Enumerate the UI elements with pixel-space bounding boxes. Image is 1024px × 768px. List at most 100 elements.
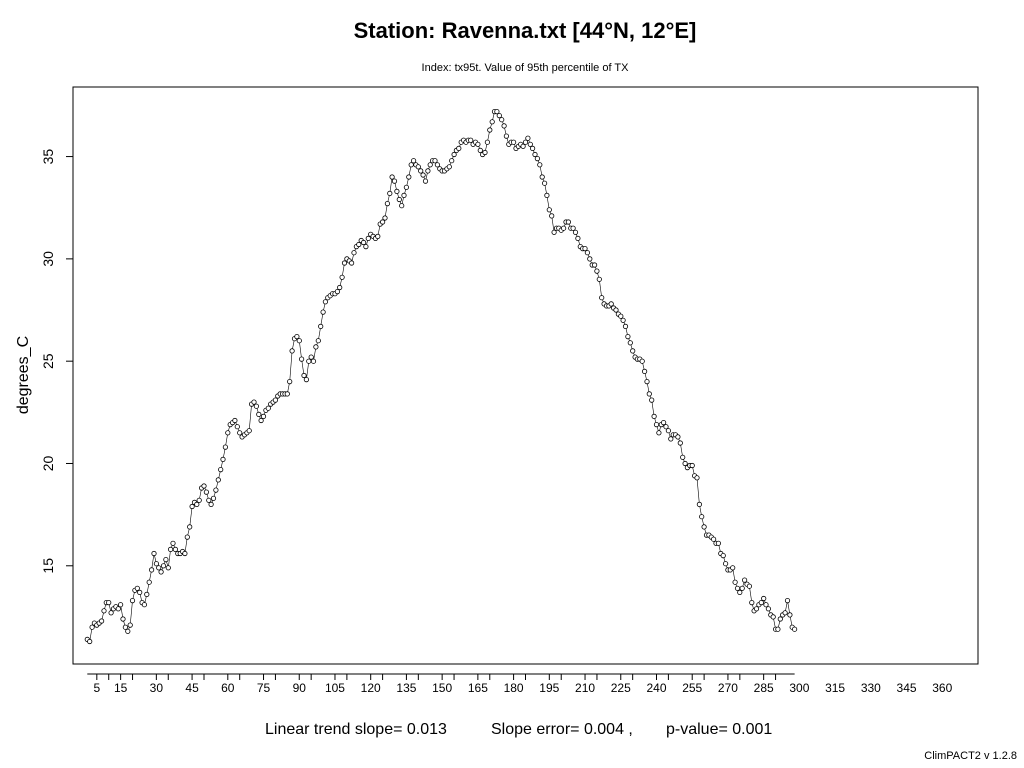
data-point xyxy=(646,391,652,397)
x-tick-label: 240 xyxy=(646,681,666,695)
data-point xyxy=(360,239,367,246)
data-point xyxy=(341,260,348,266)
data-point xyxy=(775,626,781,632)
data-point xyxy=(651,413,657,419)
data-point xyxy=(737,589,743,596)
data-point xyxy=(675,434,681,440)
data-point xyxy=(134,585,140,591)
data-point xyxy=(656,430,662,436)
data-point xyxy=(415,164,421,170)
data-point xyxy=(260,413,267,419)
data-point xyxy=(115,606,121,612)
data-point xyxy=(403,184,409,190)
data-point xyxy=(384,201,390,207)
data-point xyxy=(649,397,655,403)
data-point xyxy=(522,139,529,145)
data-point xyxy=(187,524,193,530)
data-point xyxy=(758,599,764,606)
data-point xyxy=(534,156,541,162)
data-point xyxy=(644,378,650,385)
data-point xyxy=(122,624,129,630)
data-point xyxy=(127,622,133,628)
data-point xyxy=(365,235,371,241)
data-point xyxy=(499,117,505,123)
data-point xyxy=(701,524,707,530)
data-point xyxy=(422,178,429,184)
data-point xyxy=(220,456,226,462)
data-point xyxy=(689,462,695,469)
data-point xyxy=(746,583,753,589)
data-point xyxy=(87,638,93,645)
data-point xyxy=(587,256,593,262)
x-tick-label: 300 xyxy=(789,681,809,695)
data-point xyxy=(351,250,357,256)
data-point xyxy=(379,219,386,225)
data-point xyxy=(503,133,509,139)
data-point xyxy=(322,299,328,305)
data-point xyxy=(696,501,703,507)
data-point xyxy=(565,219,572,225)
data-point xyxy=(730,565,736,571)
data-point xyxy=(389,174,395,180)
data-point xyxy=(537,162,543,168)
chart-title: Station: Ravenna.txt [44°N, 12°E] xyxy=(354,18,697,43)
data-point xyxy=(118,602,124,608)
data-point xyxy=(720,552,726,559)
data-point xyxy=(215,477,221,483)
data-point xyxy=(391,178,398,184)
data-point xyxy=(160,563,167,569)
version-label: ClimPACT2 v 1.2.8 xyxy=(924,750,1017,762)
series-points xyxy=(84,109,798,645)
data-point xyxy=(258,417,264,424)
data-point xyxy=(156,565,162,571)
data-point xyxy=(551,229,557,235)
x-tick-label: 75 xyxy=(257,681,271,695)
data-point xyxy=(501,123,507,129)
data-point xyxy=(620,317,626,323)
data-point xyxy=(668,436,674,442)
x-tick-label: 345 xyxy=(897,681,917,695)
data-point xyxy=(722,561,729,567)
data-point xyxy=(732,579,738,585)
data-point xyxy=(420,172,426,178)
x-tick-label: 5 xyxy=(93,681,100,695)
data-point xyxy=(256,411,262,417)
x-axis: 5 15 30 45 60 75 90 105 120 135 150 165 180 195 210 225… xyxy=(87,673,953,695)
data-point xyxy=(782,610,788,616)
data-point xyxy=(253,403,259,409)
data-point xyxy=(575,235,581,241)
data-point xyxy=(168,546,174,553)
data-point xyxy=(682,460,688,467)
data-point xyxy=(232,417,238,424)
x-tick-label: 270 xyxy=(718,681,738,695)
x-tick-label: 225 xyxy=(611,681,631,695)
data-point xyxy=(237,430,243,436)
data-point xyxy=(194,501,200,507)
data-point xyxy=(496,113,502,119)
data-point xyxy=(765,606,772,612)
data-point xyxy=(246,428,252,434)
data-point xyxy=(334,288,340,295)
data-point xyxy=(527,141,533,147)
data-point xyxy=(298,356,305,362)
y-axis: 15 20 25 30 35 xyxy=(40,149,73,574)
x-tick-label: 195 xyxy=(539,681,559,695)
x-tick-label: 120 xyxy=(361,681,381,695)
data-point xyxy=(265,405,271,411)
x-tick-label: 255 xyxy=(682,681,702,695)
data-point xyxy=(375,233,381,239)
data-point xyxy=(451,151,457,158)
y-axis-label: degrees_C xyxy=(15,336,32,414)
data-point xyxy=(630,348,636,354)
data-point xyxy=(165,565,171,571)
data-point xyxy=(641,368,648,374)
data-point xyxy=(287,378,293,385)
data-point xyxy=(137,589,143,596)
data-point xyxy=(539,174,545,180)
data-point xyxy=(608,301,614,307)
data-point xyxy=(487,127,493,133)
data-point xyxy=(308,354,314,360)
x-tick-label: 90 xyxy=(293,681,307,695)
data-point xyxy=(289,348,295,354)
data-point xyxy=(125,628,131,634)
